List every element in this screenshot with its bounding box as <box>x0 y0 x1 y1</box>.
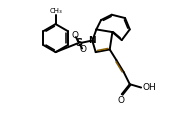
Text: OH: OH <box>142 83 156 92</box>
Text: S: S <box>75 38 83 48</box>
Text: O: O <box>79 45 86 54</box>
Text: O: O <box>117 96 124 105</box>
Text: O: O <box>72 31 79 40</box>
Text: N: N <box>89 36 96 45</box>
Text: CH₃: CH₃ <box>49 8 62 14</box>
